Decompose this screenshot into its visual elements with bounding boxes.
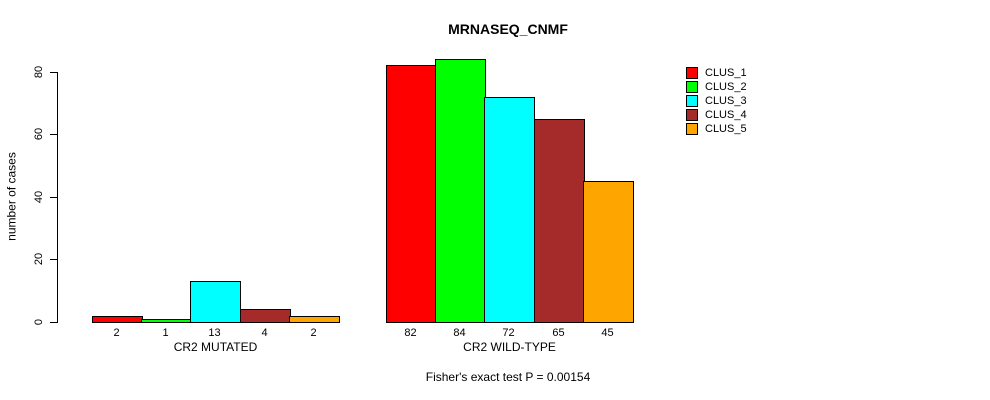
bar-clus_3-group1 (190, 281, 241, 323)
y-axis-title: number of cases (4, 152, 19, 241)
bar-value-label: 65 (552, 327, 565, 339)
bar-value-label: 1 (162, 327, 169, 339)
legend-color-swatch (686, 109, 698, 121)
legend-item-clus_2: CLUS_2 (686, 80, 747, 94)
bar-clus_5-group1 (289, 316, 340, 323)
bar-clus_2-group1 (141, 319, 192, 323)
bar-clus_3-group2 (484, 97, 535, 323)
y-axis-tick (50, 197, 57, 198)
y-axis-tick-label: 60 (33, 127, 45, 141)
legend-color-swatch (686, 81, 698, 93)
bar-clus_1-group2 (386, 65, 437, 323)
fisher-test-annotation: Fisher's exact test P = 0.00154 (425, 370, 591, 384)
bar-value-label: 2 (113, 327, 120, 339)
y-axis-tick (50, 72, 57, 73)
bar-value-label: 45 (601, 327, 614, 339)
bar-value-label: 84 (453, 327, 466, 339)
bar-value-label: 4 (261, 327, 268, 339)
bar-value-label: 2 (310, 327, 317, 339)
legend-label: CLUS_5 (705, 123, 747, 135)
chart-title: MRNASEQ_CNMF (448, 21, 568, 37)
bar-clus_5-group2 (583, 181, 634, 323)
y-axis-tick (50, 134, 57, 135)
legend-color-swatch (686, 67, 698, 79)
bar-value-label: 82 (404, 327, 417, 339)
y-axis-tick (50, 322, 57, 323)
legend-item-clus_5: CLUS_5 (686, 122, 747, 136)
legend-color-swatch (686, 123, 698, 135)
y-axis-tick (50, 259, 57, 260)
bar-clus_1-group1 (92, 316, 143, 323)
y-axis-tick-label: 80 (33, 65, 45, 79)
legend-color-swatch (686, 95, 698, 107)
y-axis-tick-label: 20 (33, 252, 45, 266)
legend: CLUS_1 CLUS_2 CLUS_3 CLUS_4 CLUS_5 (686, 66, 747, 136)
legend-label: CLUS_2 (705, 81, 747, 93)
bar-clus_4-group2 (534, 119, 585, 323)
legend-item-clus_4: CLUS_4 (686, 108, 747, 122)
legend-label: CLUS_4 (705, 109, 747, 121)
group-label-cr2-wild-type: CR2 WILD-TYPE (463, 340, 556, 354)
y-axis-tick-label: 0 (33, 318, 45, 326)
legend-label: CLUS_1 (705, 67, 747, 79)
bar-value-label: 13 (208, 327, 221, 339)
y-axis-line (57, 72, 58, 323)
bar-value-label: 72 (502, 327, 515, 339)
y-axis-tick-label: 40 (33, 190, 45, 204)
legend-item-clus_3: CLUS_3 (686, 94, 747, 108)
group-label-cr2-mutated: CR2 MUTATED (173, 340, 258, 354)
bar-clus_4-group1 (240, 309, 291, 323)
legend-label: CLUS_3 (705, 95, 747, 107)
legend-item-clus_1: CLUS_1 (686, 66, 747, 80)
bar-clus_2-group2 (435, 59, 486, 323)
